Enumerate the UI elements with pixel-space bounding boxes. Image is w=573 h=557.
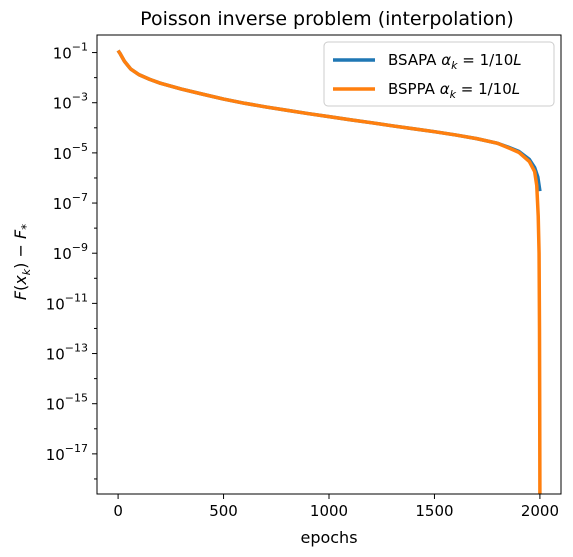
x-tick-label: 1500 xyxy=(415,502,453,520)
x-axis-ticks: 0 500 1000 1500 2000 xyxy=(113,494,559,520)
y-tick-label: 10−13 xyxy=(46,342,88,364)
y-tick-label: 10−17 xyxy=(46,442,88,464)
legend-box xyxy=(323,41,555,107)
y-tick-label: 10−5 xyxy=(53,141,88,163)
y-axis-label: F(xk) − F* xyxy=(11,224,33,300)
x-tick-label: 0 xyxy=(113,502,123,520)
legend-label-bsapa: BSAPA αk = 1/10L xyxy=(388,51,522,72)
y-tick-label: 10−3 xyxy=(53,91,88,113)
y-tick-label: 10−15 xyxy=(46,392,88,414)
x-tick-label: 1000 xyxy=(310,502,348,520)
y-tick-label: 10−11 xyxy=(46,291,88,313)
y-tick-label: 10−9 xyxy=(53,241,88,263)
series-line-bsppa xyxy=(116,49,542,494)
chart-title: Poisson inverse problem (interpolation) xyxy=(140,8,514,30)
x-axis-label: epochs xyxy=(300,528,357,547)
y-tick-label: 10−1 xyxy=(53,41,88,63)
x-tick-label: 2000 xyxy=(521,502,559,520)
legend-label-bsppa: BSPPA αk = 1/10L xyxy=(388,80,520,101)
x-tick-label: 500 xyxy=(209,502,238,520)
legend: BSAPA αk = 1/10L BSPPA αk = 1/10L xyxy=(323,41,555,107)
y-axis-ticks: 10−1 10−3 10−5 10−7 10−9 10−11 10−13 10−15 10−17 xyxy=(46,41,97,480)
y-tick-label: 10−7 xyxy=(53,191,88,213)
